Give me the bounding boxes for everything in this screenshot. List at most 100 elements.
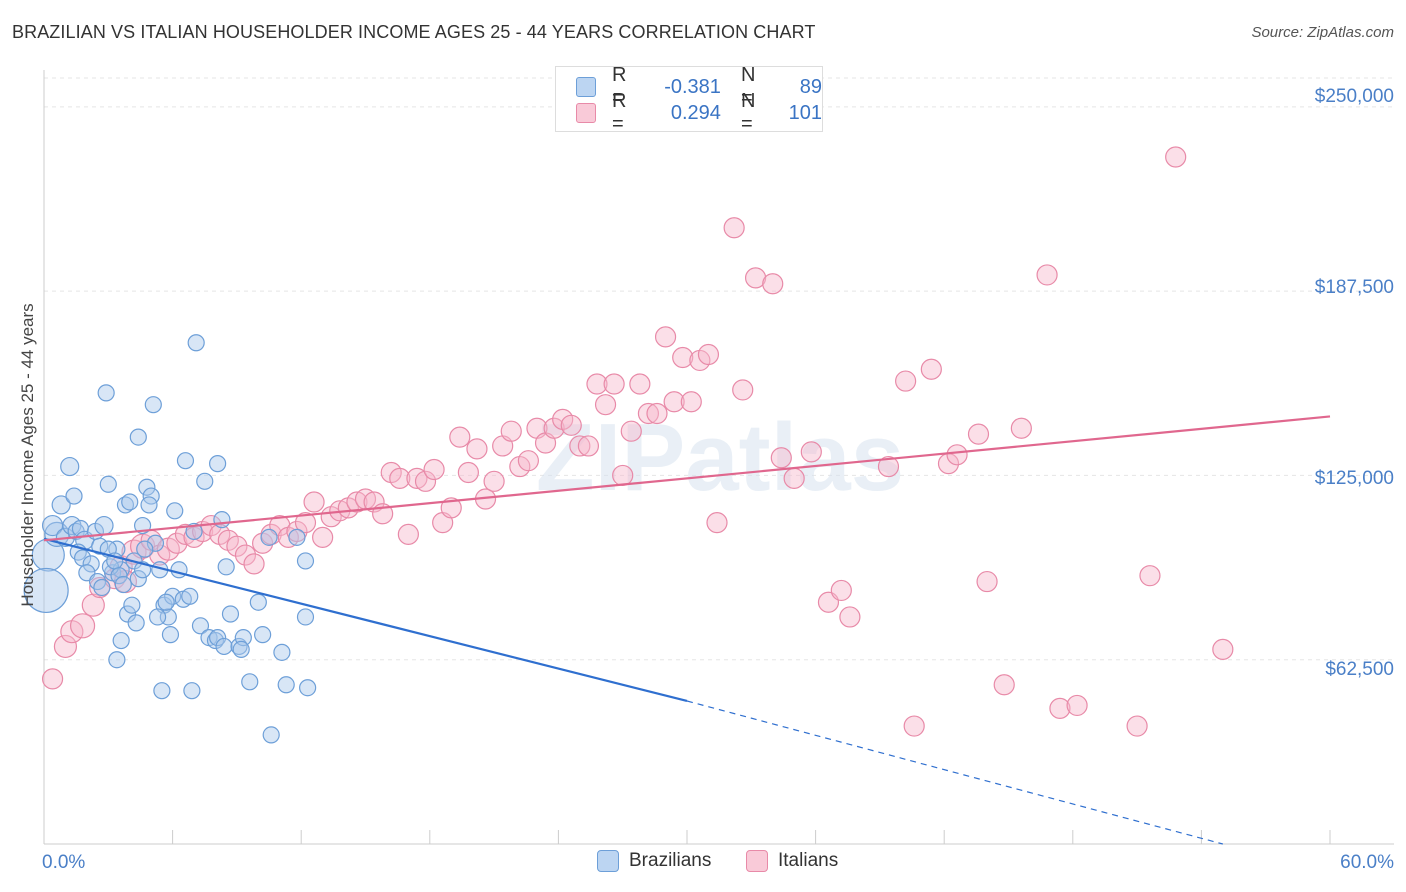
italians-point [697,343,720,366]
brazilians-r-value: -0.381 [664,75,721,98]
brazilians-point [196,472,214,490]
brazilians-point [288,528,306,546]
italians-point [517,450,539,472]
italians-point [967,423,990,445]
italians-point [1165,146,1187,168]
brazilians-point [138,478,156,496]
brazilians-point [153,682,171,700]
brazilians-point [93,578,111,597]
brazilians-point [82,555,100,573]
legend-row-brazilians: R = -0.381 N = 89 [576,64,822,109]
italians-point [744,267,767,289]
brazilians-point [110,567,128,585]
r-label: R = [611,90,627,135]
x-tick-label-max: 60.0% [1340,852,1394,873]
italians-point [457,461,479,484]
italians-point [903,715,925,737]
italians-point [423,458,445,481]
italians-point [286,520,308,543]
italians-point [612,464,634,487]
italians-point [500,420,522,442]
legend-row-italians: R = 0.294 N = 101 [576,90,822,135]
italians-point [637,402,660,425]
source-label: Source: ZipAtlas.com [1251,24,1394,41]
brazilians-point [166,502,184,520]
italians-point [723,217,745,239]
italians-n-value: 101 [788,101,822,124]
brazilians-point [221,605,240,623]
brazilians-legend-label: Brazilians [629,850,712,871]
italians-point [946,444,968,466]
y-tick-label: $62,500 [1325,659,1394,680]
italians-point [166,532,188,554]
italians-point [629,373,651,395]
italians-point [41,668,64,690]
brazilians-point [249,593,267,611]
italians-point [654,326,677,348]
italians-point [569,435,591,457]
italians-point [1212,638,1234,660]
bottom-legend-brazilians: Brazilians [597,850,711,872]
italians-point [732,379,754,401]
italians-point [800,441,822,463]
brazilians-point [127,614,145,632]
italians-point [646,402,668,425]
italians-point [440,497,462,519]
italians-point [830,579,852,602]
brazilians-legend-swatch [597,850,619,872]
brazilians-point [209,628,227,647]
correlation-legend: R = -0.381 N = 89 R = 0.294 N = 101 [555,64,823,135]
brazilians-point [161,626,180,644]
y-tick-label: $125,000 [1314,468,1394,489]
brazilians-n-value: 89 [799,75,822,98]
chart-title: BRAZILIAN VS ITALIAN HOUSEHOLDER INCOME … [12,22,816,42]
brazilians-point [121,493,139,511]
italians-point [466,438,488,460]
brazilians-point [23,567,69,614]
brazilians-point [262,726,280,744]
italians-legend-swatch [746,850,768,872]
italians-point [449,426,471,448]
italians-point [69,613,96,639]
italians-swatch [576,103,596,123]
italians-point [234,544,257,566]
brazilians-point [230,637,248,656]
italians-point [762,273,784,295]
brazilians-point [112,631,130,650]
italians-point [993,674,1015,696]
italians-point [839,606,861,628]
italians-trend-line [43,415,1331,542]
brazilians-point [99,475,117,493]
italians-point [577,435,600,457]
brazilians-point [51,495,71,515]
italians-point [226,535,248,557]
brazilians-point [176,452,195,470]
italians-point [81,593,105,617]
italians-point [1049,697,1071,719]
brazilians-point [60,456,80,477]
brazilians-point [114,575,132,594]
italians-point [976,570,998,593]
brazilians-point [241,673,259,691]
brazilians-point [213,511,231,529]
italians-point [594,394,617,416]
brazilians-point [65,487,83,505]
y-axis-title: Householder Income Ages 25 - 44 years [18,303,37,607]
italians-point [663,391,685,413]
x-tick-label-min: 0.0% [42,852,86,873]
brazilians-point [136,540,154,558]
brazilians-point [273,643,291,661]
brazilians-point [146,534,165,552]
italians-point [174,523,197,546]
brazilians-point [129,570,147,588]
italians-point [346,491,368,513]
italians-point [243,553,265,575]
italians-point [672,346,694,369]
brazilians-trend-line [43,537,688,703]
brazilians-point [206,631,225,650]
brazilians-point [217,558,235,576]
italians-point [483,470,505,492]
brazilians-point [97,384,115,402]
brazilians-point [215,637,233,656]
italians-point [1010,417,1032,439]
